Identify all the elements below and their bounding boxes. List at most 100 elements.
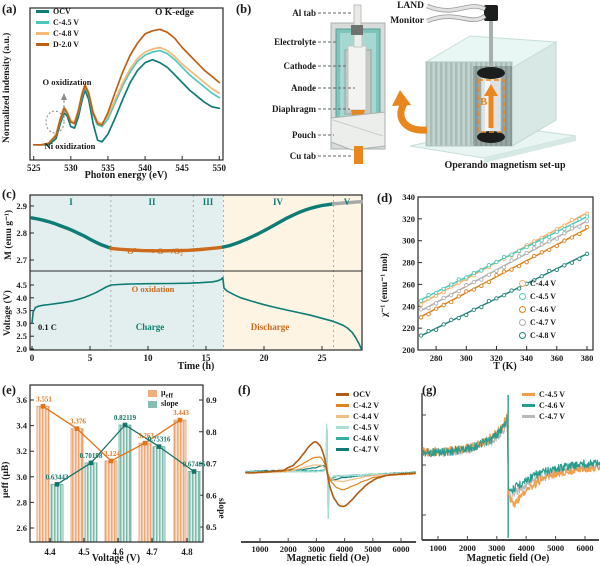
text-shape: 0.8	[206, 427, 217, 437]
line-swatch	[336, 426, 349, 429]
line-swatch	[36, 32, 49, 35]
bar-mueff-4.5	[70, 428, 84, 543]
circle-shape	[486, 272, 492, 278]
rect-shape	[142, 440, 148, 446]
legend-item: C-4.5 V	[336, 422, 379, 433]
panel-f-chart: 1000 2000 3000 4000 5000 6000	[241, 423, 416, 554]
text-shape: 20	[260, 353, 270, 363]
text-shape: 260	[402, 279, 415, 289]
panel-g-chart: 1000 2000 3000 4000 5000 6000	[421, 393, 600, 553]
text-shape: 5000	[547, 543, 564, 553]
bar-mueff-4.7	[138, 442, 152, 543]
legend-label: C-4.6 V	[353, 434, 380, 443]
annotation-o-oxidization: O oxidization	[42, 77, 92, 87]
line-swatch	[522, 404, 535, 407]
text-shape: 10	[144, 353, 154, 363]
circle-shape	[449, 282, 454, 287]
text-shape: 0	[30, 353, 35, 363]
label-pouch: Pouch	[291, 130, 316, 140]
annotation-charge: Charge	[135, 322, 165, 332]
legend-label: C-4.5 V	[353, 423, 380, 432]
panel-a-xlabel: Photon energy (eV)	[84, 170, 168, 181]
circle-shape	[539, 250, 544, 255]
text-shape: 220	[402, 323, 415, 333]
legend-label: C-4.8 V	[530, 331, 557, 340]
rect-shape	[40, 403, 46, 409]
text-shape: 340	[402, 192, 415, 202]
rect-shape	[489, 14, 493, 74]
line-swatch	[336, 448, 349, 451]
circle-shape	[584, 224, 590, 230]
circle-shape	[532, 246, 537, 251]
text-shape: 2000	[280, 544, 297, 554]
legend-item: D-2.0 V	[36, 39, 79, 50]
label-electrolyte: Electrolyte	[274, 37, 316, 47]
line-shape	[332, 119, 384, 137]
circle-shape	[577, 231, 582, 237]
circle-shape	[516, 286, 522, 291]
circle-shape	[577, 256, 582, 262]
panel-c: 2.7 2.8 2.9 2.0 2.5 3.0 3.5 4.0 4.5 0 5 10 15 20 25 (c…	[0, 185, 380, 375]
text-shape: 2.8	[16, 228, 27, 238]
circle-shape	[464, 275, 469, 280]
panel-a-legend: OCV C-4.5 V C-4.8 V D-2.0 V	[36, 6, 79, 50]
circle-shape	[547, 234, 552, 240]
text-shape: 4.0	[16, 293, 27, 303]
region-label-iii: III	[202, 197, 214, 207]
circle-shape	[471, 280, 476, 285]
circle-shape	[441, 322, 446, 327]
legend-label: C-4.4 V	[353, 412, 380, 421]
circle-shape	[509, 252, 514, 257]
circle-shape	[532, 278, 537, 283]
circle-shape	[584, 219, 590, 224]
circle-shape	[433, 306, 439, 311]
text-shape: 5	[88, 353, 93, 363]
rect-shape	[29, 7, 224, 161]
circle-shape	[539, 274, 544, 279]
text-shape: 3000	[308, 544, 325, 554]
cathode-shape	[347, 45, 367, 111]
text-shape: 2.5	[16, 331, 27, 341]
label-land: LAND	[397, 1, 424, 11]
text-shape: 3.2	[16, 446, 27, 456]
circle-shape	[501, 265, 507, 270]
circle-shape	[418, 298, 424, 303]
bar-swatch	[148, 390, 157, 397]
series-D-2.0 V	[32, 28, 221, 146]
circle-swatch	[519, 332, 526, 339]
circle-shape	[486, 263, 492, 268]
circle-swatch	[519, 293, 526, 300]
label-cathode: Cathode	[283, 61, 316, 71]
line-swatch	[36, 10, 49, 13]
text-shape: 5000	[364, 544, 381, 554]
text-shape: 280	[402, 258, 415, 268]
rect-shape	[485, 73, 490, 137]
circle-shape	[494, 296, 499, 301]
rect-shape	[74, 426, 80, 431]
bar-swatch	[148, 401, 157, 408]
text-shape: 4.5	[16, 280, 27, 290]
series-M discharge	[221, 202, 336, 249]
wire-land	[426, 4, 486, 12]
circle-shape	[418, 333, 424, 338]
text-shape: 25	[318, 353, 328, 363]
circle-shape	[577, 216, 582, 222]
text-shape: 4.4	[44, 547, 56, 557]
text-shape: 4000	[336, 544, 353, 554]
circle-shape	[554, 236, 559, 241]
rect-shape	[351, 25, 363, 35]
series-voltage	[31, 276, 363, 350]
text-shape: 2.6	[16, 523, 27, 533]
text-shape: 0.6	[206, 490, 217, 500]
path-shape	[61, 93, 67, 100]
text-shape: 0.70198	[80, 452, 103, 460]
text-shape: 530	[64, 163, 78, 173]
legend-label: C-4.6 V	[530, 305, 557, 314]
panel-d-legend: C-4.4 V C-4.5 V C-4.6 V C-4.7 V C-4.8 V	[519, 277, 556, 342]
legend-item: C-4.6 V	[522, 400, 565, 411]
legend-item: slope	[148, 399, 178, 410]
series-OCV	[32, 58, 221, 146]
panel-b-diagram	[318, 3, 577, 164]
circle-shape	[516, 254, 522, 259]
legend-item: C-4.6 V	[336, 433, 379, 444]
